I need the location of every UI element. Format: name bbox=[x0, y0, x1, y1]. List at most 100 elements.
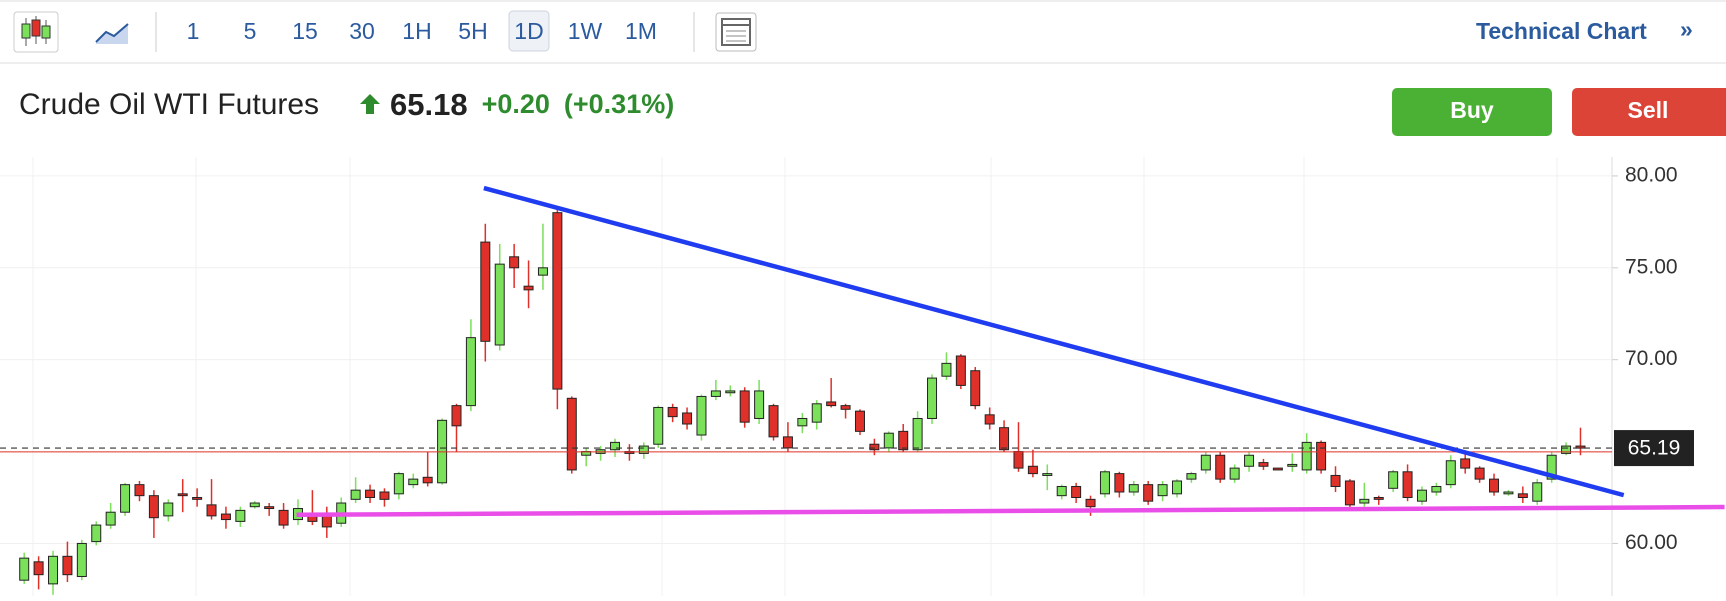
layout-icon[interactable] bbox=[715, 12, 757, 52]
candle-body bbox=[1056, 485, 1067, 497]
candle-body bbox=[1532, 482, 1543, 502]
candle-body bbox=[379, 491, 390, 500]
buy-button[interactable]: Buy bbox=[1392, 88, 1552, 136]
plot: 60.00 70.00 75.00 80.00 65.19 bbox=[0, 163, 1725, 595]
interval-button[interactable]: 5 bbox=[244, 18, 257, 44]
interval-button[interactable]: 1 bbox=[187, 18, 200, 44]
candle-body bbox=[768, 405, 779, 438]
candle-body bbox=[610, 441, 621, 451]
candle-body bbox=[1071, 485, 1082, 499]
candle-body bbox=[782, 436, 793, 449]
candle-body bbox=[235, 509, 246, 522]
candle-body bbox=[653, 406, 664, 445]
candle-body bbox=[1416, 489, 1427, 502]
candle-body bbox=[1244, 454, 1255, 467]
candle-body bbox=[1287, 463, 1298, 467]
candle-body bbox=[480, 241, 491, 342]
candle-body bbox=[1013, 451, 1024, 469]
candle-body bbox=[1359, 498, 1370, 504]
y-tick-label: 60.00 bbox=[1625, 531, 1678, 554]
candle-body bbox=[365, 489, 376, 499]
candle-body bbox=[754, 390, 765, 419]
y-tick-label: 80.00 bbox=[1625, 163, 1678, 186]
candle-body bbox=[725, 390, 736, 394]
change-percent: (+0.31%) bbox=[564, 89, 674, 119]
candle-body bbox=[1474, 467, 1485, 480]
v-grid bbox=[32, 157, 1558, 596]
candle-body bbox=[523, 285, 534, 291]
candle-body bbox=[1157, 484, 1168, 497]
candle-body bbox=[1128, 484, 1139, 493]
candle-body bbox=[350, 489, 361, 500]
candle-body bbox=[1402, 471, 1413, 499]
interval-button[interactable]: 1M bbox=[625, 18, 657, 44]
up-arrow bbox=[360, 94, 380, 114]
candle-body bbox=[537, 267, 548, 276]
y-tick-label: 70.00 bbox=[1625, 347, 1678, 370]
candle-body bbox=[148, 495, 159, 519]
candle-body bbox=[465, 337, 476, 407]
candle-body bbox=[1503, 491, 1514, 495]
last-price-box bbox=[1614, 430, 1694, 467]
candle-body bbox=[869, 443, 880, 451]
candle-body bbox=[1027, 465, 1038, 475]
candle-body bbox=[1561, 445, 1572, 454]
candle-body bbox=[1546, 454, 1557, 480]
candle-body bbox=[177, 493, 188, 497]
candle-body bbox=[408, 478, 419, 486]
candle-body bbox=[1517, 493, 1528, 499]
change: +0.20 bbox=[482, 89, 550, 119]
candle-body bbox=[62, 555, 73, 576]
candle-body bbox=[638, 445, 649, 454]
sell-label[interactable]: Sell bbox=[1628, 97, 1669, 123]
technical-chart-link[interactable]: Technical Chart bbox=[1476, 18, 1647, 44]
candle-body bbox=[321, 515, 332, 528]
candle-body bbox=[898, 430, 909, 451]
candle-body bbox=[249, 502, 260, 508]
area-icon[interactable] bbox=[95, 23, 129, 44]
buy-label[interactable]: Buy bbox=[1450, 97, 1494, 123]
interval-button[interactable]: 1D bbox=[514, 18, 543, 44]
candle-body bbox=[1186, 473, 1197, 480]
candle-body bbox=[1272, 467, 1283, 471]
candle-body bbox=[1085, 498, 1096, 508]
interval-button[interactable]: 15 bbox=[292, 18, 318, 44]
candle-icon[interactable] bbox=[13, 11, 59, 53]
candle-body bbox=[1489, 478, 1500, 493]
candle-body bbox=[667, 406, 678, 418]
candle-body bbox=[696, 395, 707, 436]
candle-body bbox=[970, 370, 981, 407]
candle-body bbox=[206, 504, 217, 517]
candle-body bbox=[192, 497, 203, 500]
candle-body bbox=[1042, 473, 1053, 476]
candle-body bbox=[264, 506, 275, 510]
candle-body bbox=[451, 405, 462, 427]
interval-button[interactable]: 5H bbox=[458, 18, 487, 44]
sell-button[interactable]: Sell bbox=[1572, 88, 1726, 136]
candle-body bbox=[811, 403, 822, 423]
trendline bbox=[296, 504, 1725, 518]
interval-button[interactable]: 1H bbox=[402, 18, 431, 44]
candle-body bbox=[1172, 480, 1182, 495]
candle-body bbox=[941, 362, 952, 377]
candle-body bbox=[854, 410, 865, 432]
candle-body bbox=[984, 414, 995, 425]
candle-body bbox=[1099, 471, 1110, 495]
candle-body bbox=[1575, 445, 1586, 449]
link-arrow[interactable]: » bbox=[1680, 16, 1693, 42]
candle-body bbox=[999, 427, 1010, 451]
candle-body bbox=[552, 212, 563, 390]
candle-body bbox=[797, 417, 808, 427]
interval-button[interactable]: 1W bbox=[568, 18, 603, 44]
candle-body bbox=[739, 390, 750, 423]
candle-body bbox=[840, 405, 851, 410]
interval-button[interactable]: 30 bbox=[349, 18, 375, 44]
candle-body bbox=[120, 484, 131, 513]
candle-body bbox=[566, 397, 577, 471]
candle-body bbox=[1460, 458, 1471, 469]
candle-body bbox=[19, 557, 30, 581]
candle-body bbox=[912, 417, 923, 451]
candle-body bbox=[105, 511, 116, 526]
